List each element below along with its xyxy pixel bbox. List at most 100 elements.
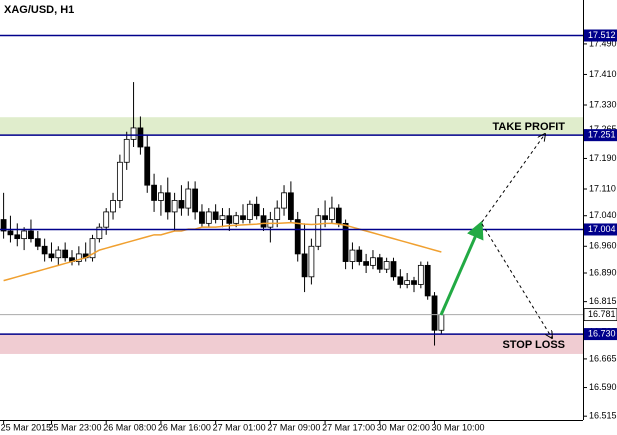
candle-body [192,188,199,213]
candle-body [240,215,246,220]
candle-body [212,211,219,220]
y-tick-label: 16.815 [589,296,617,306]
zone-label: STOP LOSS [502,339,565,351]
candle-body [123,138,130,163]
level-tag [584,223,617,236]
candle-body [411,280,417,285]
candle-body [274,207,281,220]
candle-body [329,207,335,220]
profit-path [481,134,545,223]
x-tick-label: 27 Mar 01:00 [213,422,266,432]
candle-body [75,253,82,262]
candle-body [48,253,55,259]
candle-body [55,249,62,259]
candle-body [178,200,185,209]
candle-body [431,295,438,331]
candle-body [281,192,287,209]
candle-body [356,249,363,262]
candle-body [342,222,349,262]
x-tick-label: 30 Mar 02:00 [377,422,430,432]
candle-body [417,264,424,285]
candle-body [116,161,123,201]
candle-body [287,192,294,220]
y-tick-label: 17.040 [589,210,617,220]
candle-body [0,219,7,232]
candle-body [28,230,34,240]
y-tick-label: 16.515 [589,411,617,421]
candle-body [96,226,103,240]
candle-body [219,215,226,220]
level-tag [584,129,617,142]
candle-body [390,261,397,278]
candle-body [137,127,144,148]
zone-label: TAKE PROFIT [492,121,565,133]
y-tick-label: 16.890 [589,267,617,277]
zone [0,117,583,136]
candle-body [253,203,260,217]
candle-body [14,234,21,240]
candle-body [397,276,404,285]
candle-body [151,184,157,201]
candle-body [404,280,411,285]
level-label: 17.251 [588,130,616,140]
y-tick-label: 17.110 [589,183,616,193]
candle-body [164,192,171,213]
y-tick-label: 17.410 [589,69,617,79]
candle-body [144,146,151,186]
target-arrow [439,220,484,316]
moving-average [3,221,442,282]
candle-body [349,249,356,262]
candle-body [41,245,48,255]
candle-body [424,264,431,297]
x-tick-label: 25 Mar 2015 [1,422,52,432]
x-tick-label: 26 Mar 16:00 [158,422,211,432]
candle-body [438,314,445,331]
level-tag [584,328,617,341]
level-tag [584,29,617,42]
candle-body [89,238,96,259]
level-label: 17.004 [588,224,616,234]
candle-body [383,261,390,270]
y-tick-label: 17.190 [589,153,617,163]
candle-body [363,261,370,266]
candle-body [171,200,178,213]
loss-path [481,223,552,338]
candle-body [226,215,233,224]
x-tick-label: 26 Mar 08:00 [103,422,156,432]
candle-body [205,211,212,224]
candle-body [34,238,41,247]
candle-body [308,245,315,278]
candle-body [110,200,116,213]
y-tick-label: 17.330 [589,99,617,109]
candle-body [370,257,376,266]
candle-body [199,211,205,224]
y-tick-label: 17.490 [589,38,617,48]
x-tick-label: 27 Mar 09:00 [267,422,320,432]
candle-body [7,230,14,236]
x-tick-label: 27 Mar 17:00 [322,422,375,432]
candle-body [335,207,342,224]
x-tick-label: 25 Mar 23:00 [48,422,101,432]
candle-body [246,203,253,220]
zone [0,334,583,354]
candle-body [315,215,322,247]
candle-body [233,215,240,224]
candle-body [185,188,192,209]
candle-body [62,249,69,259]
x-tick-label: 30 Mar 10:00 [432,422,485,432]
candle-body [103,211,110,228]
candle-body [260,215,267,228]
candle-body [21,230,28,240]
chart-title: XAG/USD, H1 [4,4,74,16]
candle-body [322,215,328,220]
y-tick-label: 16.590 [589,382,617,392]
candle-body [130,127,137,140]
candle-body [301,253,308,278]
level-label: 16.730 [588,328,616,338]
y-tick-label: 16.960 [589,241,617,251]
current-price-label: 16.781 [588,309,616,319]
level-label: 17.512 [588,30,616,40]
candle-body [376,257,383,270]
